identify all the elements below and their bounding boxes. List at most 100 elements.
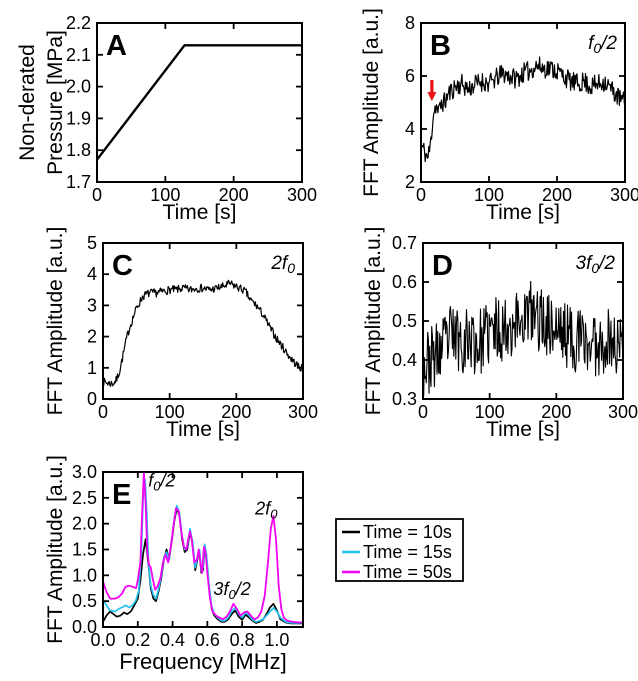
series-line-E-2	[103, 472, 303, 624]
corner-label-C: 2f0	[270, 253, 295, 276]
y-tick-label: 4	[87, 264, 97, 284]
plot-box-B	[420, 22, 626, 183]
series-line-A-0	[97, 44, 302, 161]
panel-A: 0 100 200 300 1.7 1.8 1.9 2.0 2.1 2.2 Time [s] Non-…	[16, 13, 317, 224]
series-group-B	[421, 56, 625, 163]
panel-E: 0.0 0.2 0.4 0.6 0.8 1.00.00.51.01.52.02.53.0F…	[44, 455, 304, 674]
corner-label-D-seg: 0	[591, 260, 599, 276]
corner-label-D-seg: 3	[575, 253, 586, 274]
x-tick-label: 0.2	[125, 630, 150, 650]
y-tick-label: 1.5	[72, 540, 97, 560]
corner-label-C-seg: 2	[270, 253, 282, 274]
corner-label-D: 3f0/2	[575, 253, 615, 276]
x-axis-label-E: Frequency [MHz]	[119, 649, 287, 674]
annotation-E-2-seg: 0	[270, 506, 278, 521]
y-tick-label: 2	[87, 327, 97, 347]
x-tick-label: 300	[610, 185, 638, 205]
corner-label-D-seg: f	[586, 253, 593, 274]
y-tick-label: 0	[87, 389, 97, 409]
series-line-D-0	[423, 280, 623, 397]
annotation-E-1: 3f0/2	[213, 579, 250, 602]
plot-box-A	[96, 22, 303, 183]
y-tick-label: 0.6	[392, 272, 417, 292]
x-tick-label: 0	[418, 402, 428, 422]
plot-box-C	[102, 242, 304, 400]
y-axis-label-C-0: FFT Amplitude [a.u.]	[44, 227, 67, 416]
arrow-head	[427, 92, 437, 102]
x-tick-label: 200	[541, 402, 571, 422]
panel-letter-B: B	[430, 30, 451, 62]
panel-letter-A: A	[106, 30, 127, 62]
y-tick-label: 0.0	[72, 617, 97, 637]
y-tick-label: 2.1	[66, 45, 91, 65]
panel-D: 0 100 200 300 0.3 0.4 0.5 0.6 0.7 Time [s] FFT Amp…	[362, 227, 638, 441]
panel-letter-E: E	[112, 479, 131, 511]
y-tick-label: 2.0	[72, 514, 97, 534]
series-group-D	[423, 280, 623, 397]
panel-B: 0 100 200 300 2 4 6 8 Time [s] FFT Amplitude [a.u…	[360, 8, 638, 224]
series-group-A	[97, 44, 302, 161]
annotation-E-1-seg: 0	[228, 587, 236, 602]
x-axis-label-D: Time [s]	[486, 418, 560, 441]
panel-letter-D: D	[432, 250, 453, 282]
y-axis-label-A-1: Pressure [MPa]	[44, 30, 67, 175]
annotation-E-0-seg: /2	[158, 470, 175, 490]
x-tick-label: 100	[475, 402, 505, 422]
annotation-E-0-seg: 0	[153, 478, 161, 493]
y-tick-label: 3	[87, 295, 97, 315]
x-tick-label: 100	[474, 185, 504, 205]
annotation-E-1-seg: 3	[213, 579, 223, 599]
y-tick-label: 0.5	[72, 591, 97, 611]
x-tick-label: 0.0	[90, 630, 115, 650]
arrow-marker-icon	[427, 79, 437, 102]
panel-C: 0 100 200 300 0 1 2 3 4 5 Time [s] FFT Amplitude [a…	[44, 227, 318, 441]
y-tick-label: 2	[405, 172, 415, 192]
y-tick-label: 3.0	[72, 462, 97, 482]
y-tick-label: 6	[405, 66, 415, 86]
annotation-E-1-seg: f	[223, 579, 230, 599]
corner-label-B-seg: 0	[593, 40, 601, 56]
annotation-E-2: 2f0	[254, 498, 278, 521]
y-tick-label: 0.4	[392, 350, 417, 370]
corner-label-C-seg: f	[282, 253, 289, 274]
x-tick-label: 300	[287, 185, 317, 205]
y-axis-label-A-0: Non-derated	[16, 44, 39, 161]
y-tick-label: 1.7	[66, 172, 91, 192]
y-tick-label: 2.2	[66, 13, 91, 33]
x-tick-label: 0	[98, 402, 108, 422]
legend-label-0: Time = 10s	[363, 522, 452, 542]
x-tick-label: 300	[288, 402, 318, 422]
series-group-C	[103, 279, 303, 387]
y-tick-label: 1.9	[66, 108, 91, 128]
annotation-E-0-seg: f	[148, 470, 155, 490]
series-line-C-0	[103, 279, 303, 387]
y-axis-label-D-0: FFT Amplitude [a.u.]	[362, 227, 385, 416]
x-tick-label: 200	[219, 185, 249, 205]
y-tick-label: 4	[405, 119, 415, 139]
x-tick-label: 1.0	[264, 630, 289, 650]
y-tick-label: 2.5	[72, 488, 97, 508]
x-axis-label-B: Time [s]	[486, 201, 560, 224]
y-tick-label: 1	[87, 358, 97, 378]
x-tick-label: 300	[608, 402, 638, 422]
annotation-E-1-seg: /2	[234, 579, 251, 599]
y-tick-label: 5	[87, 233, 97, 253]
x-tick-label: 200	[542, 185, 572, 205]
annotation-E-2-seg: 2	[254, 498, 265, 518]
corner-label-B: f0/2	[588, 33, 617, 56]
x-tick-label: 0.4	[160, 630, 185, 650]
series-group-E	[103, 472, 303, 625]
series-line-B-0	[421, 56, 625, 163]
corner-label-B-seg: f	[588, 33, 595, 54]
corner-label-C-seg: 0	[287, 260, 295, 276]
x-tick-label: 200	[221, 402, 251, 422]
y-tick-label: 1.0	[72, 565, 97, 585]
y-tick-label: 2.0	[66, 77, 91, 97]
legend-label-1: Time = 15s	[363, 542, 452, 562]
y-tick-label: 0.3	[392, 389, 417, 409]
annotation-E-2-seg: f	[265, 498, 272, 518]
y-tick-label: 0.5	[392, 311, 417, 331]
